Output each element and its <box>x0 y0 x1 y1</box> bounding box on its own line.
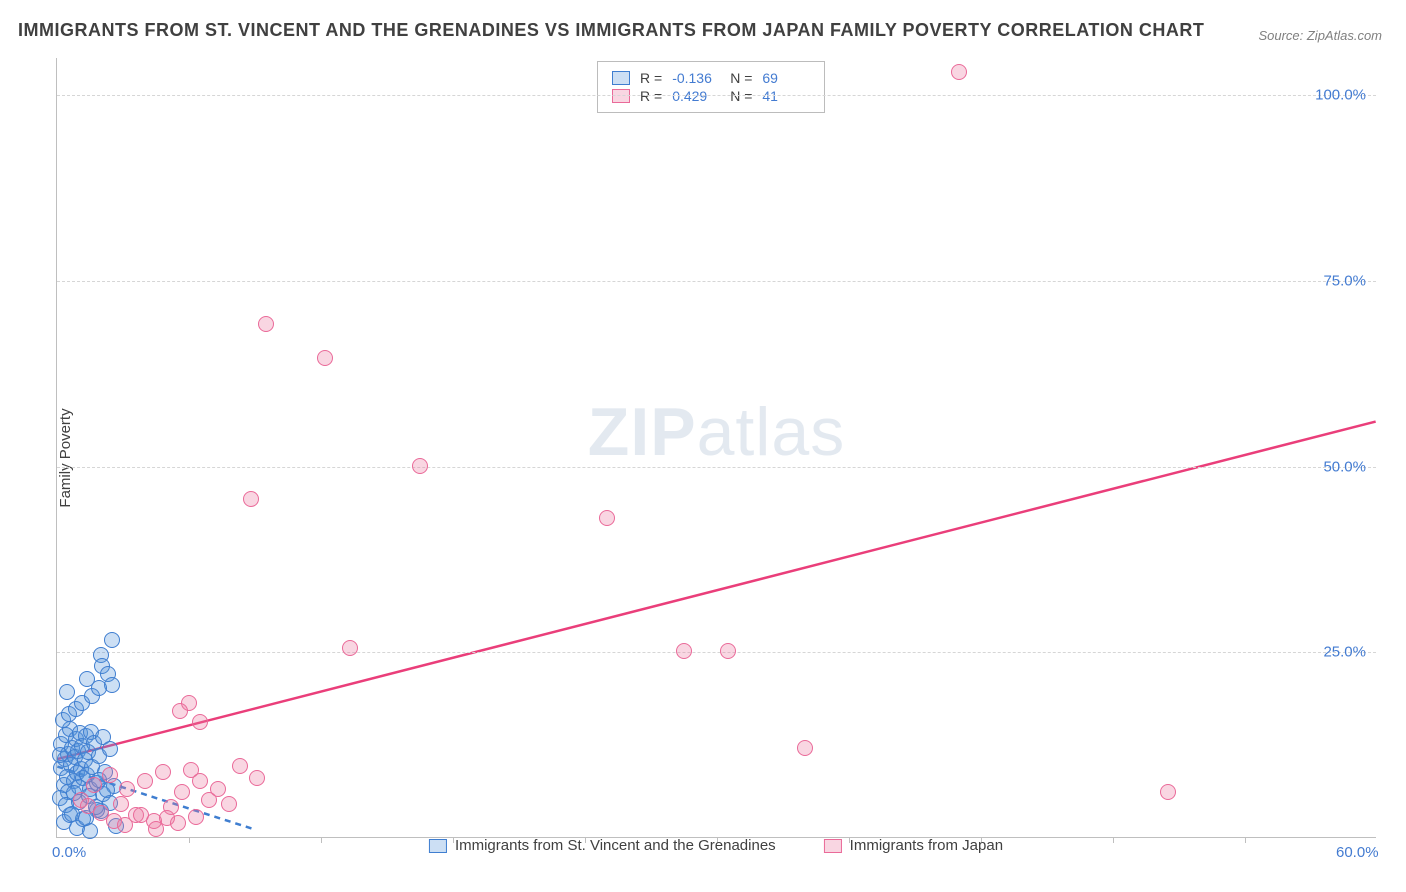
data-point <box>104 632 120 648</box>
data-point <box>102 741 118 757</box>
data-point <box>79 671 95 687</box>
data-point <box>86 777 102 793</box>
data-point <box>133 807 149 823</box>
data-point <box>599 510 615 526</box>
series-legend-item-pink: Immigrants from Japan <box>824 837 1003 854</box>
data-point <box>232 758 248 774</box>
data-point <box>221 796 237 812</box>
data-point <box>797 740 813 756</box>
data-point <box>137 773 153 789</box>
r-label-blue: R = <box>640 70 662 86</box>
plot-area: ZIPatlas R = -0.136 N = 69 R = 0.429 N =… <box>56 58 1376 838</box>
watermark-suffix: atlas <box>697 394 846 470</box>
y-tick-label: 25.0% <box>1323 644 1366 661</box>
watermark-prefix: ZIP <box>588 394 697 470</box>
data-point <box>102 767 118 783</box>
x-axis-max-label: 60.0% <box>1336 844 1379 861</box>
chart-container: Family Poverty ZIPatlas R = -0.136 N = 6… <box>46 58 1386 858</box>
n-label-blue: N = <box>730 70 752 86</box>
data-point <box>243 491 259 507</box>
trendlines-svg <box>57 58 1376 837</box>
data-point <box>119 781 135 797</box>
y-tick-label: 75.0% <box>1323 272 1366 289</box>
y-tick-label: 100.0% <box>1315 87 1366 104</box>
r-value-blue: -0.136 <box>672 70 720 86</box>
data-point <box>113 796 129 812</box>
trendline <box>57 422 1375 760</box>
swatch-pink-icon <box>824 839 842 853</box>
x-tick <box>1113 837 1114 843</box>
data-point <box>192 714 208 730</box>
correlation-legend-box: R = -0.136 N = 69 R = 0.429 N = 41 <box>597 61 825 113</box>
gridline-h <box>57 652 1376 653</box>
data-point <box>412 458 428 474</box>
series-legend-item-blue: Immigrants from St. Vincent and the Gren… <box>429 837 776 854</box>
data-point <box>342 640 358 656</box>
series-legend: Immigrants from St. Vincent and the Gren… <box>429 837 1003 854</box>
data-point <box>188 809 204 825</box>
data-point <box>170 815 186 831</box>
data-point <box>951 64 967 80</box>
data-point <box>676 643 692 659</box>
data-point <box>720 643 736 659</box>
series-label-pink: Immigrants from Japan <box>850 837 1003 854</box>
data-point <box>258 316 274 332</box>
data-point <box>317 350 333 366</box>
x-tick <box>189 837 190 843</box>
source-attribution: Source: ZipAtlas.com <box>1258 28 1382 43</box>
n-value-blue: 69 <box>762 70 810 86</box>
chart-title: IMMIGRANTS FROM ST. VINCENT AND THE GREN… <box>18 20 1204 41</box>
swatch-blue <box>612 71 630 85</box>
data-point <box>59 684 75 700</box>
legend-row-blue: R = -0.136 N = 69 <box>612 70 810 86</box>
data-point <box>192 773 208 789</box>
data-point <box>172 703 188 719</box>
gridline-h <box>57 281 1376 282</box>
data-point <box>117 817 133 833</box>
data-point <box>52 747 68 763</box>
watermark: ZIPatlas <box>588 393 845 471</box>
y-tick-label: 50.0% <box>1323 458 1366 475</box>
data-point <box>174 784 190 800</box>
data-point <box>1160 784 1176 800</box>
x-axis-origin-label: 0.0% <box>52 844 86 861</box>
x-tick <box>321 837 322 843</box>
gridline-h <box>57 95 1376 96</box>
data-point <box>210 781 226 797</box>
swatch-blue-icon <box>429 839 447 853</box>
gridline-h <box>57 467 1376 468</box>
series-label-blue: Immigrants from St. Vincent and the Gren… <box>455 837 776 854</box>
data-point <box>155 764 171 780</box>
data-point <box>249 770 265 786</box>
x-tick <box>1245 837 1246 843</box>
